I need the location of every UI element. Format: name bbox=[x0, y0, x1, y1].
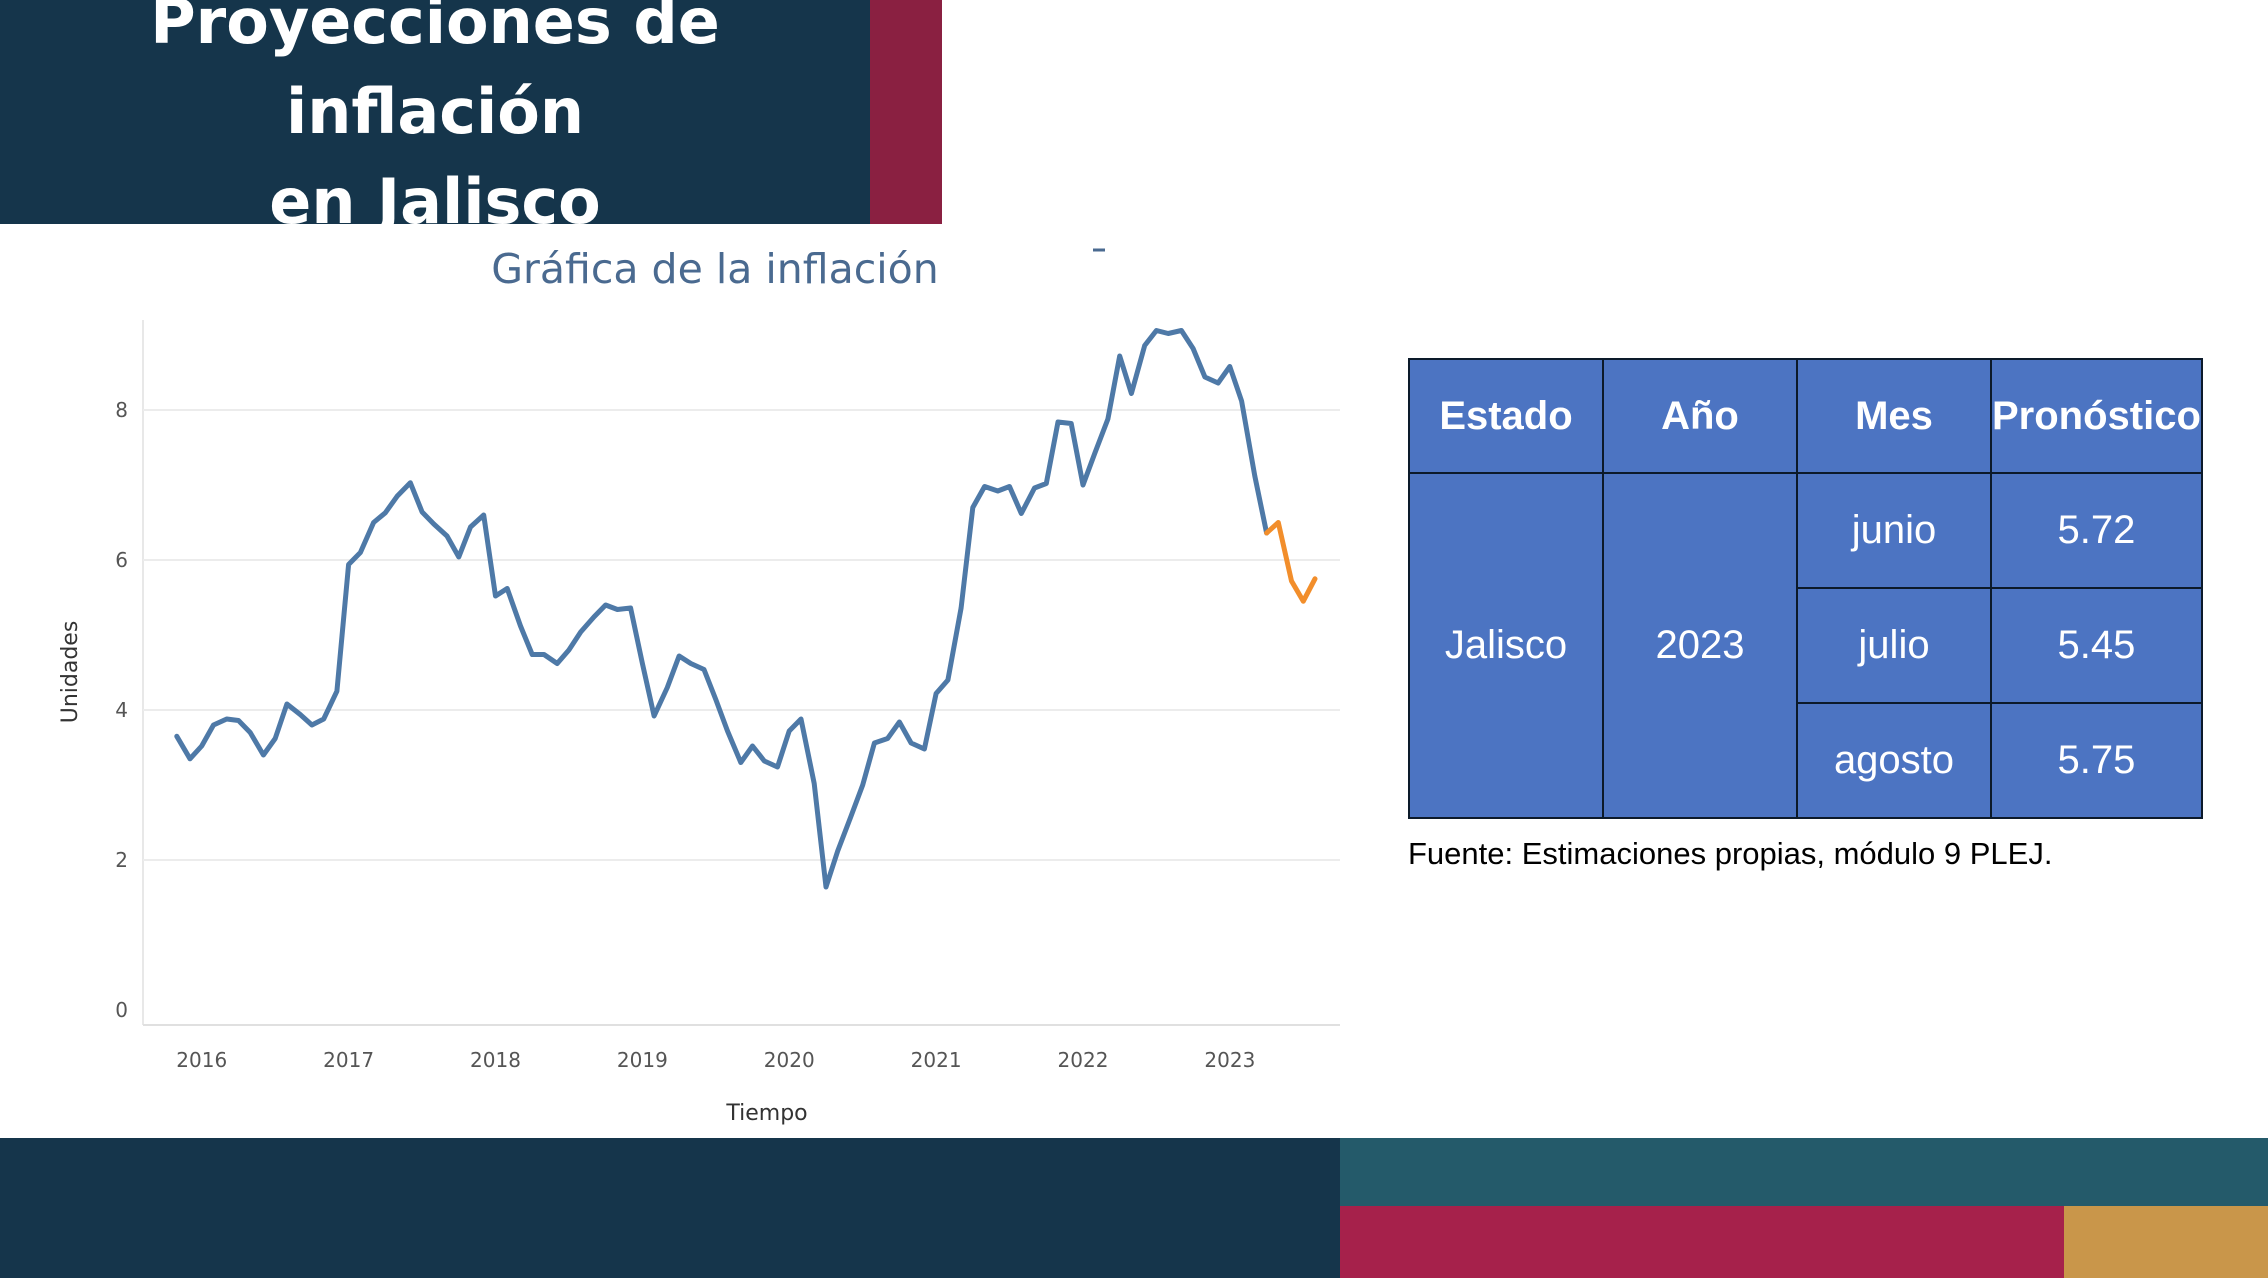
cell-year: 2023 bbox=[1602, 472, 1798, 819]
title-accent-bar bbox=[870, 0, 942, 224]
header-estado: Estado bbox=[1408, 358, 1604, 474]
series-line-historical bbox=[174, 328, 1270, 890]
cell-forecast-august: 5.75 bbox=[1990, 702, 2203, 819]
cell-forecast-july: 5.45 bbox=[1990, 587, 2203, 704]
x-tick-label: 2019 bbox=[617, 1048, 668, 1072]
table-row: julio 5.45 bbox=[1409, 587, 2203, 704]
series-line-forecast bbox=[1264, 520, 1318, 604]
table-row: agosto 5.75 bbox=[1409, 702, 2203, 819]
y-tick-label: 8 bbox=[115, 398, 128, 422]
source-note: Fuente: Estimaciones propias, módulo 9 P… bbox=[1408, 836, 2053, 871]
x-tick-label: 2020 bbox=[764, 1048, 815, 1072]
y-tick-label: 2 bbox=[115, 848, 128, 872]
y-tick-label: 6 bbox=[115, 548, 128, 572]
x-tick-label: 2022 bbox=[1058, 1048, 1109, 1072]
x-tick-label: 2023 bbox=[1204, 1048, 1255, 1072]
slide-title: Proyecciones de inflación en Jalisco bbox=[150, 0, 720, 238]
x-tick-label: 2018 bbox=[470, 1048, 521, 1072]
cell-month-june: junio bbox=[1796, 472, 1992, 589]
header-mes: Mes bbox=[1796, 358, 1992, 474]
footer-navy-bar bbox=[0, 1138, 1340, 1278]
table-header-row: Estado Año Mes Pronóstico bbox=[1408, 358, 2203, 474]
x-axis-label: Tiempo bbox=[725, 1101, 807, 1126]
y-axis-label: Unidades bbox=[58, 621, 83, 724]
chart-title: Gráfica de la inflación bbox=[491, 245, 938, 293]
y-tick-label: 0 bbox=[115, 998, 128, 1022]
header-ano: Año bbox=[1602, 358, 1798, 474]
x-tick-label: 2017 bbox=[323, 1048, 374, 1072]
inflation-chart: Gráfica de la inflación 0 2 4 6 8 2016 2017 20… bbox=[58, 245, 1340, 1126]
cell-month-august: agosto bbox=[1796, 702, 1992, 819]
footer-gold-bar bbox=[2064, 1206, 2268, 1278]
x-tick-label: 2021 bbox=[911, 1048, 962, 1072]
cell-month-july: julio bbox=[1796, 587, 1992, 704]
footer-teal-bar bbox=[1340, 1138, 2268, 1206]
header-pronostico: Pronóstico bbox=[1990, 358, 2203, 474]
cell-forecast-june: 5.72 bbox=[1990, 472, 2203, 589]
forecast-table: Estado Año Mes Pronóstico Jalisco 2023 j… bbox=[1408, 358, 2203, 819]
y-tick-label: 4 bbox=[115, 698, 128, 722]
footer-crimson-bar bbox=[1340, 1206, 2064, 1278]
table-row: Jalisco 2023 junio 5.72 bbox=[1408, 472, 2203, 819]
slide-title-box: Proyecciones de inflación en Jalisco bbox=[0, 0, 870, 238]
cell-state: Jalisco bbox=[1408, 472, 1604, 819]
x-tick-label: 2016 bbox=[176, 1048, 227, 1072]
